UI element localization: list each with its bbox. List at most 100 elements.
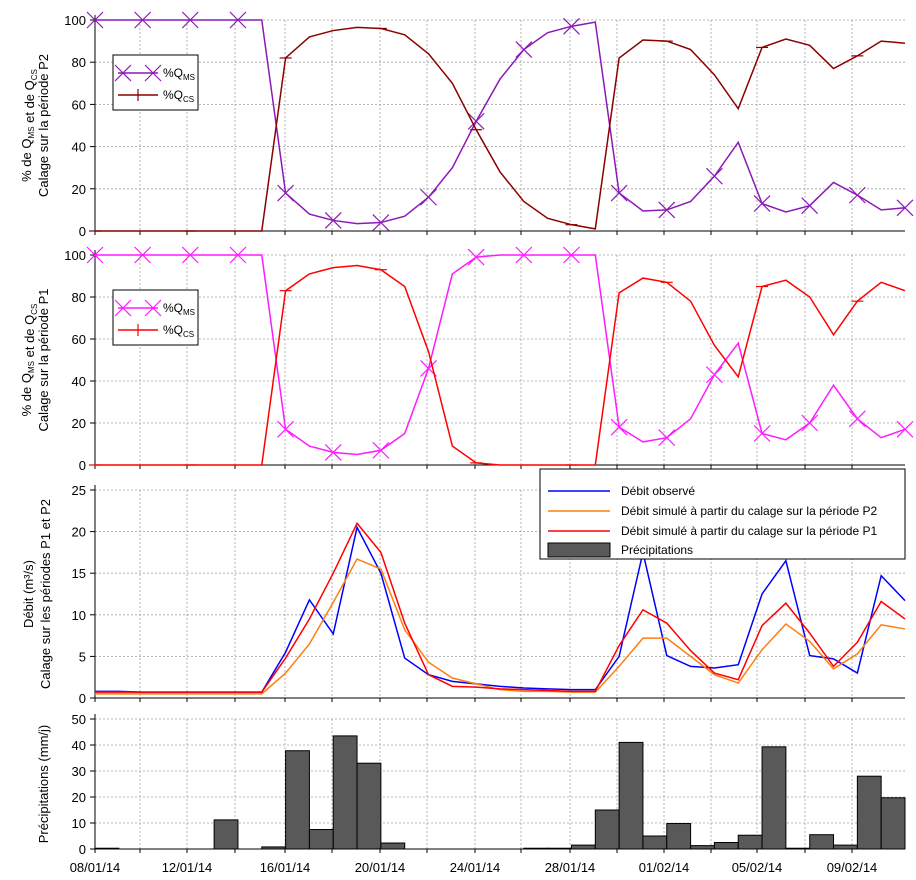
qms-point xyxy=(277,420,295,438)
qms-point xyxy=(467,248,485,266)
y-axis-label: Précipitations (mm/j) xyxy=(36,725,51,843)
x-tick-label: 12/01/14 xyxy=(162,860,213,875)
qms-point xyxy=(801,414,819,432)
y-tick-label: 80 xyxy=(72,290,86,305)
y-tick-label: 5 xyxy=(79,649,86,664)
qms-point xyxy=(801,197,819,215)
y-tick-label: 60 xyxy=(72,332,86,347)
legend-marker-qms xyxy=(144,299,162,317)
legend-marker-qms xyxy=(114,299,132,317)
precip-bar xyxy=(690,845,715,850)
y-tick-label: 40 xyxy=(72,374,86,389)
y-axis-label-line: Calage sur les périodes P1 et P2 xyxy=(38,499,53,689)
qms-point xyxy=(515,41,533,58)
qms-point xyxy=(705,167,723,185)
qms-point xyxy=(134,11,152,29)
panel-3: 0 5 10 15 20 25 Débit (m³/s) Calage sur les pér… xyxy=(21,468,906,706)
legend-label-precipitation: Précipitations xyxy=(621,543,693,557)
precip-bar xyxy=(570,844,596,850)
qms-point xyxy=(515,246,533,264)
precip-bar xyxy=(213,819,239,850)
x-tick-label: 28/01/14 xyxy=(545,860,596,875)
series-line-qms xyxy=(95,254,906,456)
y-tick-label: 20 xyxy=(72,416,86,431)
precip-bar xyxy=(285,750,310,850)
qms-point xyxy=(705,366,723,384)
qms-point xyxy=(753,195,771,212)
y-tick-label: 0 xyxy=(79,691,86,706)
legend-label-qms: %QMS xyxy=(163,301,195,317)
x-tick-label: 08/01/14 xyxy=(70,860,121,875)
y-tick-label: 0 xyxy=(79,224,86,239)
y-tick-label: 0 xyxy=(79,842,86,857)
y-axis-label-line: % de QMS et de QCS xyxy=(19,304,39,417)
series-line-qms xyxy=(95,19,906,225)
legend: %QMS %QCS xyxy=(112,289,199,346)
series-line-simulated-p1 xyxy=(95,521,906,693)
precip-bar xyxy=(785,847,811,850)
precip-bar xyxy=(523,847,549,850)
qms-point xyxy=(229,11,247,29)
precip-bar xyxy=(713,842,739,850)
legend: %QMS %QCS xyxy=(112,54,199,111)
legend-label-qcs: %QCS xyxy=(163,88,194,104)
legend-label-simulated-p1: Débit simulé à partir du calage sur la p… xyxy=(621,524,877,538)
x-tick-label: 24/01/14 xyxy=(450,860,501,875)
precip-bar xyxy=(618,741,644,850)
qms-point xyxy=(848,410,866,428)
qms-point xyxy=(134,246,152,264)
y-tick-label: 100 xyxy=(64,248,86,263)
precip-bar xyxy=(356,762,382,850)
qms-point xyxy=(277,184,295,202)
qms-point xyxy=(753,425,771,442)
legend-marker-qms xyxy=(114,64,132,82)
qms-point xyxy=(324,443,342,461)
precip-bar xyxy=(880,797,906,850)
precip-bar xyxy=(547,847,572,850)
panel-1: 0 20 40 60 80 100 %QMS %QCS % de QMS et de QCSCa… xyxy=(19,11,914,239)
precip-bar xyxy=(761,746,787,850)
x-tick-label: 01/02/14 xyxy=(639,860,690,875)
x-tick-label: 09/02/14 xyxy=(827,860,878,875)
y-axis-label-line: Précipitations (mm/j) xyxy=(36,725,51,843)
x-tick-label: 16/01/14 xyxy=(260,860,311,875)
y-tick-label: 60 xyxy=(72,97,86,112)
qms-point xyxy=(896,420,914,438)
legend: Débit observé Débit simulé à partir du ca… xyxy=(539,468,906,560)
qms-point xyxy=(372,441,390,459)
x-tick-label: 20/01/14 xyxy=(355,860,406,875)
qms-point xyxy=(181,246,199,264)
precip-bar xyxy=(809,834,835,850)
y-tick-label: 20 xyxy=(72,790,86,805)
y-tick-label: 20 xyxy=(72,525,86,540)
qms-point xyxy=(563,246,580,264)
y-tick-label: 100 xyxy=(64,13,86,28)
precip-bar xyxy=(94,847,120,850)
panel-4: 0 10 20 30 40 50 Précipitations (mm/j) 08/01/14… xyxy=(36,712,906,875)
y-tick-label: 0 xyxy=(79,458,86,473)
y-axis-label-line: % de QMS et de QCS xyxy=(19,69,39,182)
legend-label-qms: %QMS xyxy=(163,66,195,82)
qms-point xyxy=(610,184,628,202)
y-tick-label: 10 xyxy=(72,816,86,831)
precip-bar xyxy=(261,846,287,850)
legend-marker-qms xyxy=(144,64,162,82)
y-tick-label: 25 xyxy=(72,483,86,498)
precip-bar xyxy=(642,835,668,850)
x-tick-label: 05/02/14 xyxy=(732,860,783,875)
qms-point xyxy=(658,429,676,447)
qms-point xyxy=(563,17,580,35)
precip-bar xyxy=(380,842,406,850)
legend-box xyxy=(112,289,199,346)
y-axis-label: Débit (m³/s) Calage sur les périodes P1 e… xyxy=(21,499,53,689)
precip-bar xyxy=(332,735,358,850)
y-tick-label: 20 xyxy=(72,182,86,197)
y-tick-label: 80 xyxy=(72,55,86,70)
series-line-qcs xyxy=(95,26,906,232)
qms-point xyxy=(896,199,914,217)
precip-bar xyxy=(308,829,334,850)
legend-label-simulated-p2: Débit simulé à partir du calage sur la p… xyxy=(621,504,877,518)
y-tick-label: 15 xyxy=(72,566,86,581)
